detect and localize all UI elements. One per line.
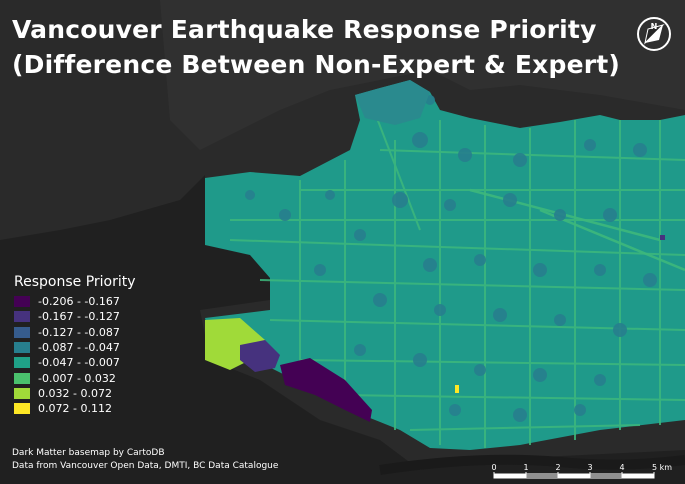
map-title-line2: (Difference Between Non-Expert & Expert): [12, 50, 621, 79]
legend-item: -0.087 - -0.047: [14, 340, 136, 355]
legend-swatch: [14, 326, 30, 338]
legend: Response Priority -0.206 - -0.167 -0.167 …: [14, 274, 136, 416]
legend-label: -0.087 - -0.047: [38, 341, 120, 355]
stanley-park-area: [355, 80, 430, 125]
legend-item: -0.206 - -0.167: [14, 294, 136, 309]
scale-tick-label: 1: [523, 463, 528, 472]
legend-title: Response Priority: [14, 274, 136, 290]
legend-swatch: [14, 342, 30, 354]
legend-label: -0.007 - 0.032: [38, 371, 116, 385]
legend-item: -0.047 - -0.007: [14, 355, 136, 370]
map-credits: Dark Matter basemap by CartoDB Data from…: [12, 447, 278, 473]
scale-tick-label: 4: [619, 463, 624, 472]
scale-tick-label: 5 km: [652, 463, 672, 472]
map-title-line1: Vancouver Earthquake Response Priority: [12, 15, 597, 44]
legend-item: -0.127 - -0.087: [14, 325, 136, 340]
legend-item: -0.007 - 0.032: [14, 370, 136, 385]
city-priority-area: [205, 80, 685, 450]
legend-item: 0.072 - 0.112: [14, 401, 136, 416]
legend-label: 0.072 - 0.112: [38, 402, 112, 416]
legend-label: -0.206 - -0.167: [38, 295, 120, 309]
scale-tick-label: 0: [491, 463, 496, 472]
north-arrow-label: N: [651, 22, 658, 31]
legend-swatch: [14, 387, 30, 399]
legend-label: -0.167 - -0.127: [38, 310, 120, 324]
north-arrow-icon: N: [637, 17, 671, 51]
legend-swatch: [14, 311, 30, 323]
legend-swatch: [14, 403, 30, 415]
scale-tick-label: 3: [587, 463, 592, 472]
airport-low-priority-area: [280, 358, 372, 422]
scale-bar: 0 1 2 3 4 5 km: [491, 463, 672, 479]
legend-label: -0.047 - -0.007: [38, 356, 120, 370]
legend-item: -0.167 - -0.127: [14, 309, 136, 324]
ubc-moderate-area: [240, 340, 280, 372]
legend-swatch: [14, 296, 30, 308]
basemap-north-shore: [160, 0, 685, 150]
legend-label: 0.032 - 0.072: [38, 386, 112, 400]
legend-swatch: [14, 372, 30, 384]
legend-label: -0.127 - -0.087: [38, 325, 120, 339]
scale-tick-label: 2: [555, 463, 560, 472]
street-grid: [229, 99, 685, 448]
legend-item: 0.032 - 0.072: [14, 386, 136, 401]
legend-swatch: [14, 357, 30, 369]
map-title: Vancouver Earthquake Response Priority (…: [12, 12, 622, 82]
basemap-water: [0, 175, 685, 484]
credits-data-sources: Data from Vancouver Open Data, DMTI, BC …: [12, 461, 279, 471]
high-positive-cells: [455, 235, 665, 393]
basemap-river: [379, 454, 685, 475]
credits-basemap: Dark Matter basemap by CartoDB: [12, 448, 165, 458]
legend-items: -0.206 - -0.167 -0.167 - -0.127 -0.127 - -…: [14, 294, 136, 416]
